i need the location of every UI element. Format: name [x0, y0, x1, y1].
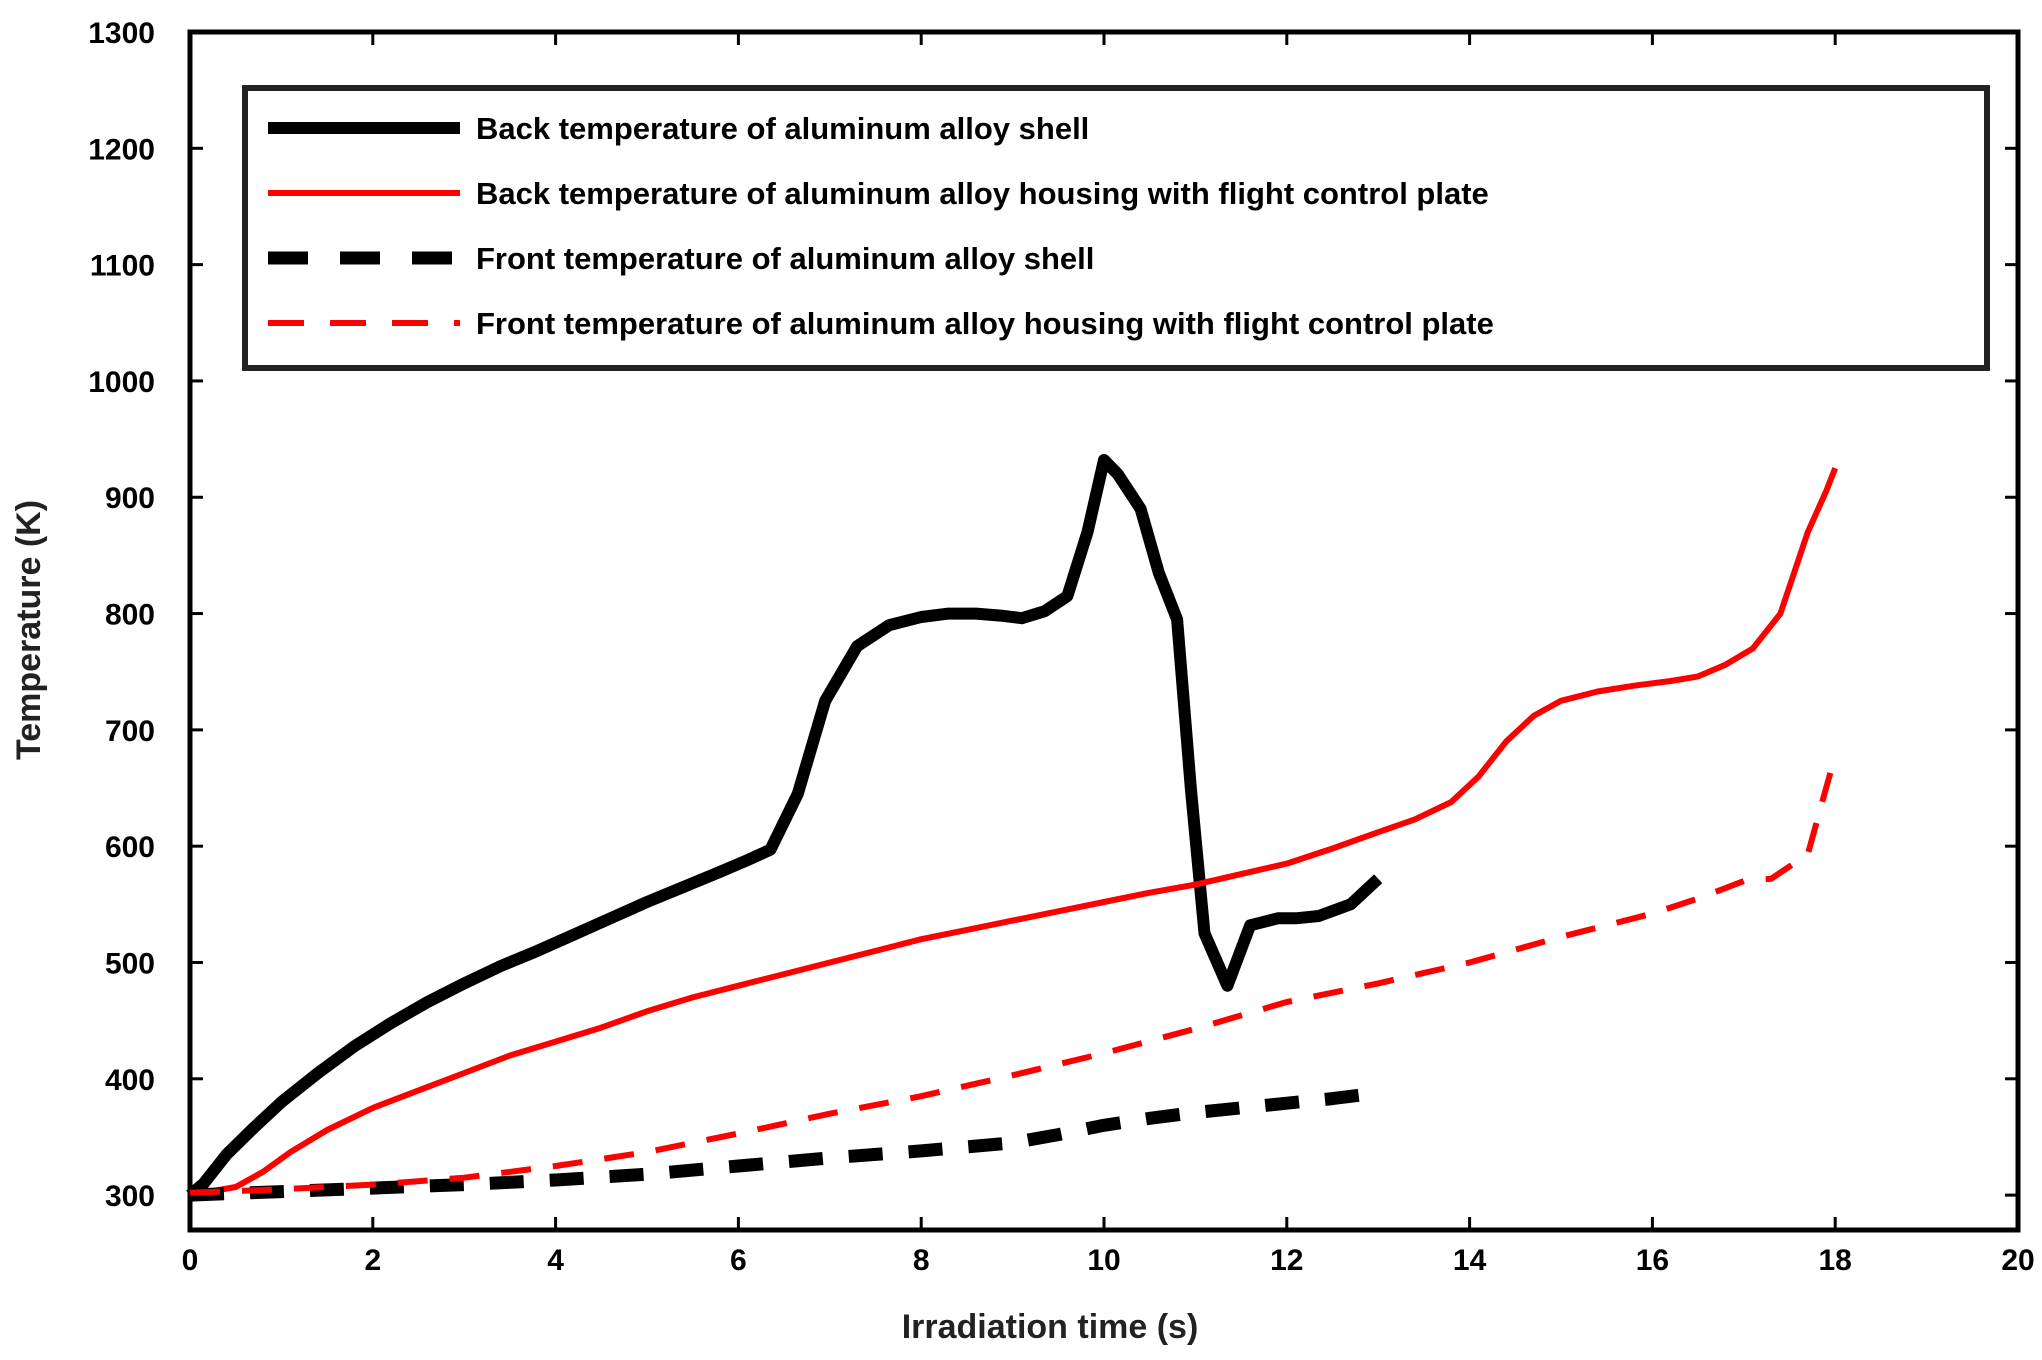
series-back-housing-flight-control [189, 467, 1838, 1199]
series-group [186, 454, 1839, 1202]
y-tick-label: 1300 [88, 17, 155, 50]
series-back-aluminum-shell [186, 454, 1383, 1200]
y-tick-label: 700 [105, 715, 155, 748]
series-front-aluminum-shell [189, 1086, 1380, 1202]
x-tick-label: 10 [1087, 1244, 1120, 1277]
x-tick-label: 6 [730, 1244, 747, 1277]
x-tick-label: 16 [1636, 1244, 1669, 1277]
x-tick-label: 12 [1270, 1244, 1303, 1277]
y-tick-label: 400 [105, 1064, 155, 1097]
legend-label: Front temperature of aluminum alloy shel… [476, 241, 1094, 276]
x-tick-label: 14 [1453, 1244, 1487, 1277]
legend-box [242, 85, 1990, 371]
y-tick-label: 300 [105, 1180, 155, 1213]
y-tick-label: 1100 [90, 250, 155, 283]
legend-label: Back temperature of aluminum alloy shell [476, 111, 1089, 146]
y-axis-title: Temperature (K) [10, 500, 48, 760]
x-tick-label: 20 [2001, 1244, 2034, 1277]
x-axis-title: Irradiation time (s) [902, 1308, 1199, 1346]
legend-label: Front temperature of aluminum alloy hous… [476, 306, 1494, 341]
y-tick-label: 1200 [88, 133, 155, 166]
legend: Back temperature of aluminum alloy shell… [242, 85, 1990, 371]
legend-label: Back temperature of aluminum alloy housi… [476, 176, 1489, 211]
axis-ticks: 0 2 4 6 8 10 12 14 16 18 20 300 400 500 600 700 800 900 10… [88, 17, 2034, 1277]
x-tick-label: 8 [913, 1244, 930, 1277]
y-tick-label: 600 [105, 831, 155, 864]
y-tick-label: 900 [105, 482, 155, 515]
x-tick-label: 18 [1819, 1244, 1852, 1277]
y-tick-label: 500 [105, 947, 155, 980]
x-tick-label: 4 [547, 1244, 564, 1277]
x-tick-label: 2 [364, 1244, 381, 1277]
y-tick-label: 1000 [88, 366, 155, 399]
y-tick-label: 800 [105, 599, 155, 632]
x-tick-label: 0 [182, 1244, 199, 1277]
series-front-housing-flight-control [189, 754, 1839, 1196]
